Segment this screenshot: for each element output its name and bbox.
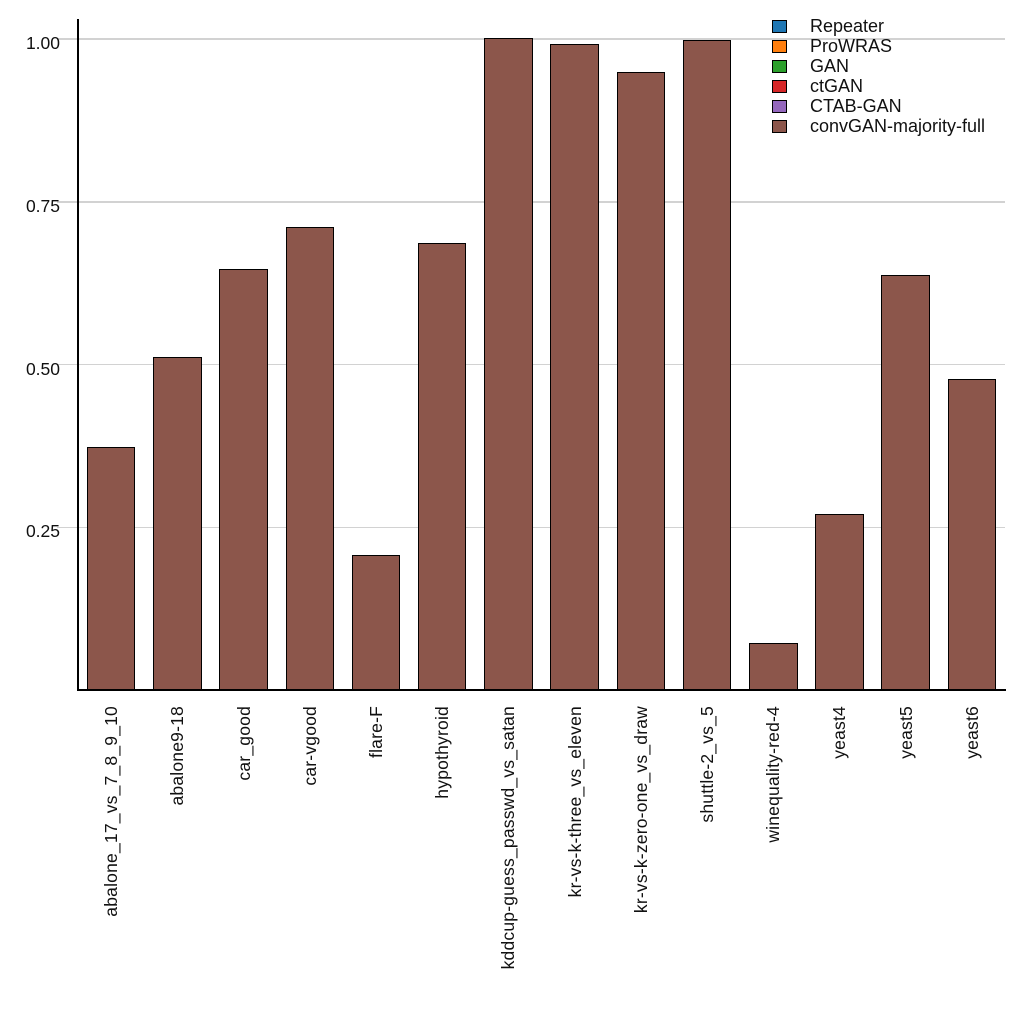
y-tick-label-0.50: 0.50 [25,358,60,379]
gridline-1.00 [78,38,1005,40]
legend-entry-Repeater: Repeater [772,17,985,37]
x-tick-label-car-vgood: car-vgood [299,706,320,786]
bar-winequality-red-4 [749,643,798,690]
x-tick-label-hypothyroid: hypothyroid [432,706,453,799]
legend-label: ProWRAS [810,36,893,57]
bar-shuttle-2_vs_5 [682,40,732,690]
x-tick-label-abalone_17_vs_7_8_9_10: abalone_17_vs_7_8_9_10 [101,706,122,917]
x-tick-label-shuttle-2_vs_5: shuttle-2_vs_5 [697,706,718,823]
x-tick-label-yeast5: yeast5 [895,706,916,759]
legend-label: GAN [810,56,850,77]
y-tick-mark [57,201,78,203]
x-tick-label-abalone9-18: abalone9-18 [167,706,188,806]
legend-swatch-ProWRAS [772,40,787,54]
bar-hypothyroid [417,243,467,690]
legend-entry-convGAN-majority-full: convGAN-majority-full [772,116,985,136]
y-tick-label-0.75: 0.75 [25,195,60,216]
legend: Repeater ProWRAS GAN ctGAN CTAB-GAN convGAN-m… [772,17,985,136]
gridline-0.75 [78,201,1005,203]
legend-swatch-ctGAN [772,80,787,94]
y-tick-mark [57,38,78,40]
gridline-0.25 [78,526,1005,528]
legend-label: Repeater [810,16,885,37]
y-tick-mark [57,526,78,528]
x-tick-label-car_good: car_good [233,706,254,781]
gridline-0.50 [78,363,1005,366]
x-tick-label-winequality-red-4: winequality-red-4 [763,706,784,843]
legend-entry-GAN: GAN [772,57,985,77]
bar-car_good [219,269,268,690]
plot-area [57,19,1006,691]
y-tick-label-1.00: 1.00 [25,33,60,53]
legend-entry-ctGAN: ctGAN [772,77,985,97]
x-tick-label-flare-F: flare-F [365,706,386,758]
legend-entry-CTAB-GAN: CTAB-GAN [772,97,985,117]
legend-label: CTAB-GAN [810,96,902,116]
bar-kddcup-guess_passwd_vs_satan [484,37,533,690]
legend-label: ctGAN [810,76,864,97]
bar-yeast6 [947,379,997,690]
x-tick-label-kr-vs-k-zero-one_vs_draw: kr-vs-k-zero-one_vs_draw [630,706,651,914]
bar-car-vgood [285,227,334,690]
x-tick-label-kr-vs-k-three_vs_eleven: kr-vs-k-three_vs_eleven [564,706,585,898]
y-tick-label-0.25: 0.25 [25,521,60,542]
bar-abalone_17_vs_7_8_9_10 [86,446,136,690]
legend-entry-ProWRAS: ProWRAS [772,37,985,57]
y-tick-mark [57,363,78,366]
legend-swatch-GAN [772,60,787,74]
legend-label: convGAN-majority-full [810,115,986,136]
bar-yeast4 [815,514,864,690]
bar-flare-F [351,555,401,690]
y-axis-spine [77,19,79,690]
x-tick-label-yeast6: yeast6 [961,706,982,759]
bar-yeast5 [881,275,930,690]
bar-kr-vs-k-three_vs_eleven [550,43,599,690]
bar-abalone9-18 [153,356,202,690]
x-axis-spine [77,689,1006,691]
bar-kr-vs-k-zero-one_vs_draw [616,71,666,690]
legend-swatch-convGAN-majority-full [772,119,787,133]
legend-swatch-CTAB-GAN [772,100,787,113]
legend-swatch-Repeater [772,20,787,34]
x-tick-label-kddcup-guess_passwd_vs_satan: kddcup-guess_passwd_vs_satan [498,706,519,970]
x-tick-label-yeast4: yeast4 [829,706,850,759]
